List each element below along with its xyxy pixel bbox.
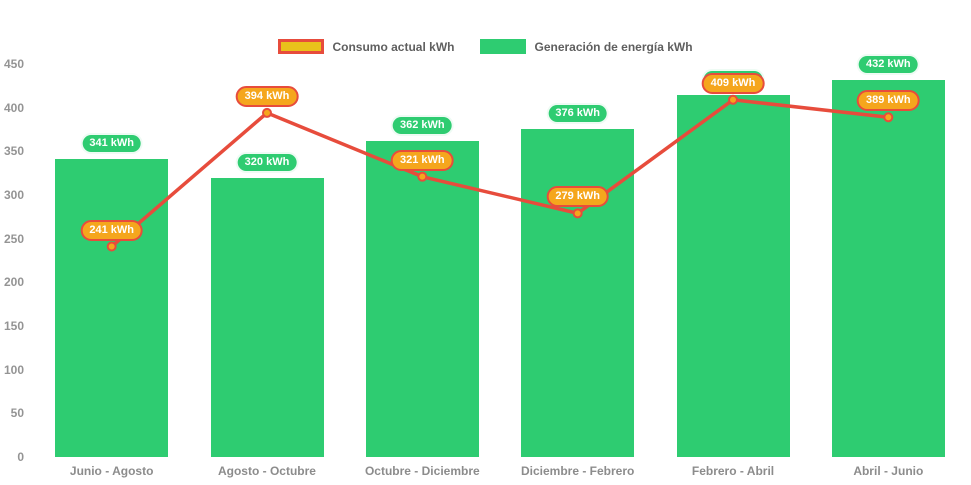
bar-value-label: 341 kWh bbox=[80, 133, 143, 155]
legend-item-consumo-actual-kwh[interactable]: Consumo actual kWh bbox=[278, 39, 454, 54]
x-axis-label-febrero-abril: Febrero - Abril bbox=[691, 464, 775, 478]
bar-junio-agosto[interactable] bbox=[55, 159, 169, 457]
bar-abril-junio[interactable] bbox=[831, 79, 945, 457]
x-axis-label-agosto-octubre: Agosto - Octubre bbox=[217, 464, 316, 478]
line-value-label: 279 kWh bbox=[546, 186, 609, 208]
line-point-agosto-octubre[interactable] bbox=[262, 107, 272, 118]
bar-value-label: 432 kWh bbox=[857, 53, 920, 75]
y-axis-tick-label: 200 bbox=[3, 275, 24, 290]
line-point-octubre-diciembre[interactable] bbox=[417, 171, 428, 182]
line-value-label: 241 kWh bbox=[80, 219, 143, 241]
line-value-label: 321 kWh bbox=[391, 149, 454, 171]
bar-agosto-octubre[interactable] bbox=[210, 177, 324, 457]
bar-value-label: 376 kWh bbox=[546, 102, 609, 124]
y-axis-tick-label: 150 bbox=[3, 319, 24, 333]
x-axis-label-abril-junio: Abril - Junio bbox=[853, 464, 924, 478]
legend-label: Generación de energía kWh bbox=[534, 39, 693, 54]
line-value-label: 389 kWh bbox=[857, 90, 920, 112]
bar-value-label: 362 kWh bbox=[391, 114, 454, 136]
line-point-diciembre-febrero[interactable] bbox=[572, 208, 583, 219]
x-axis-label-octubre-diciembre: Octubre - Diciembre bbox=[364, 464, 480, 478]
bar-diciembre-febrero[interactable] bbox=[521, 128, 635, 457]
y-axis-tick-label: 100 bbox=[3, 362, 24, 377]
legend-swatch-icon bbox=[278, 39, 325, 54]
line-point-junio-agosto[interactable] bbox=[106, 241, 117, 252]
x-axis-label-diciembre-febrero: Diciembre - Febrero bbox=[520, 464, 635, 478]
y-axis-tick-label: 450 bbox=[3, 57, 24, 71]
x-axis-label-junio-agosto: Junio - Agosto bbox=[69, 464, 154, 478]
bar-value-label: 320 kWh bbox=[235, 151, 299, 173]
y-axis-tick-label: 350 bbox=[3, 144, 24, 159]
y-axis-tick-label: 0 bbox=[17, 450, 24, 464]
bar-febrero-abril[interactable] bbox=[676, 94, 790, 457]
line-point-abril-junio[interactable] bbox=[883, 112, 894, 123]
legend-item-generaci-n-de-energ-a-kwh[interactable]: Generación de energía kWh bbox=[480, 39, 693, 54]
y-axis-tick-label: 250 bbox=[3, 231, 24, 246]
y-axis-tick-label: 300 bbox=[3, 188, 24, 202]
y-axis-tick-label: 50 bbox=[10, 406, 24, 421]
y-axis-tick-label: 400 bbox=[3, 100, 24, 115]
legend-label: Consumo actual kWh bbox=[332, 39, 455, 54]
line-value-label: 409 kWh bbox=[701, 72, 765, 94]
legend-swatch-icon bbox=[480, 39, 527, 54]
chart-legend: Consumo actual kWh Generación de energía … bbox=[0, 39, 971, 54]
line-point-febrero-abril[interactable] bbox=[728, 94, 738, 105]
line-value-label: 394 kWh bbox=[235, 85, 299, 107]
bar-octubre-diciembre[interactable] bbox=[365, 140, 479, 457]
